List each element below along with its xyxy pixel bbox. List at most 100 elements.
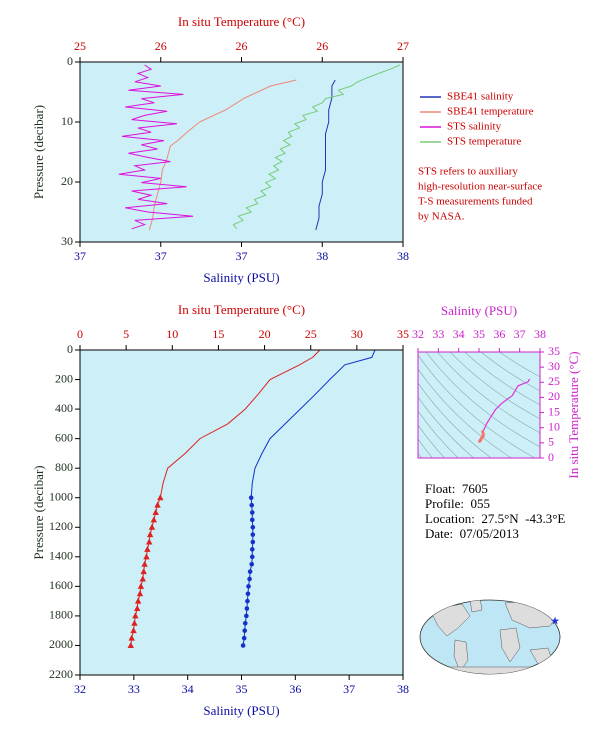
y-tick-label: 20 (61, 174, 73, 188)
circle-marker (250, 532, 256, 537)
y-tick-label: 1800 (49, 608, 73, 622)
x-tick-label: 37 (155, 249, 167, 263)
x2-tick-label: 25 (74, 39, 86, 53)
y-tick-label: 0 (67, 54, 73, 68)
x-tick-label: 38 (316, 249, 328, 263)
x-tick-label: 37 (236, 249, 248, 263)
triangle-marker (136, 590, 144, 597)
x-tick-label: 33 (128, 682, 140, 696)
inset-y-tick-label: 10 (548, 419, 560, 433)
inset-x-tick-label: 33 (432, 327, 444, 341)
density-contour (464, 352, 540, 406)
triangle-marker (146, 538, 153, 545)
triangle-marker (152, 509, 159, 515)
x-tick-label: 34 (182, 682, 194, 696)
density-contour (418, 368, 512, 458)
triangle-marker (139, 575, 146, 582)
legend-label: SBE41 salinity (447, 91, 514, 103)
x-axis-title: Salinity (PSU) (203, 703, 279, 718)
y-tick-label: 2200 (49, 667, 73, 681)
ts-line (482, 378, 530, 433)
circle-marker (244, 606, 250, 611)
inset-x-tick-label: 37 (514, 327, 526, 341)
triangle-marker (148, 523, 156, 530)
density-contour (437, 352, 540, 434)
profile-line (250, 349, 376, 498)
ts-line (478, 430, 485, 443)
inset-y-tick-label: 5 (548, 435, 554, 449)
x2-tick-label: 27 (397, 39, 409, 53)
triangle-marker (150, 516, 158, 523)
legend-label: SBE41 temperature (447, 106, 534, 118)
circle-marker (247, 576, 252, 582)
y-tick-label: 30 (61, 234, 73, 248)
x2-tick-label: 26 (155, 39, 167, 53)
y-tick-label: 400 (55, 401, 73, 415)
circle-marker (246, 584, 251, 589)
circle-marker (249, 517, 255, 523)
float-info: Profile: 055 (425, 496, 490, 511)
x2-tick-label: 10 (166, 327, 178, 341)
inset-y-tick-label: 0 (548, 450, 554, 464)
circle-marker (245, 591, 251, 597)
inset-frame (417, 351, 541, 459)
triangle-marker (140, 568, 147, 575)
x-tick-label: 38 (397, 682, 409, 696)
plot-area (80, 350, 403, 675)
profile-line (159, 349, 321, 498)
x-tick-label: 37 (74, 249, 86, 263)
plot-frame (79, 61, 404, 243)
x-tick-label: 32 (74, 682, 86, 696)
circle-marker (249, 547, 255, 552)
triangle-marker (144, 545, 151, 552)
circle-marker (244, 613, 249, 619)
world-map: ★ (419, 599, 561, 675)
inset-x-tick-label: 36 (493, 327, 505, 341)
y-tick-label: 200 (55, 371, 73, 385)
float-location-star: ★ (550, 616, 560, 628)
legend-label: STS temperature (447, 136, 521, 148)
density-contour (499, 352, 540, 378)
inset-y-tick-label: 30 (548, 359, 560, 373)
profile-line (232, 64, 400, 230)
circle-marker (250, 539, 256, 545)
circle-marker (249, 561, 255, 567)
circle-marker (249, 502, 255, 508)
note-line: high-resolution near-surface (418, 181, 542, 193)
inset-x-title: Salinity (PSU) (441, 303, 517, 318)
profile-line (315, 79, 336, 231)
triangle-marker (154, 501, 161, 508)
plot-frame (79, 349, 404, 676)
inset-y-tick-label: 20 (548, 389, 560, 403)
inset-y-title: In situ Temperature (°C) (566, 351, 581, 478)
circle-marker (249, 554, 255, 560)
density-contour (418, 396, 475, 458)
float-info: Float: 7605 (425, 481, 488, 496)
circle-marker (242, 620, 248, 626)
density-contours (418, 352, 540, 458)
density-contour (418, 424, 446, 458)
inset-y-tick-label: 35 (548, 344, 560, 358)
circle-marker (248, 495, 254, 501)
x2-tick-label: 26 (316, 39, 328, 53)
density-contour (449, 352, 540, 420)
y-tick-label: 800 (55, 460, 73, 474)
float-info: Location: 27.5°N -43.3°E (425, 511, 565, 526)
circle-marker (240, 643, 246, 648)
y-tick-label: 0 (67, 342, 73, 356)
x-tick-label: 35 (236, 682, 248, 696)
x2-tick-label: 35 (397, 327, 409, 341)
inset-x-tick-label: 34 (453, 327, 465, 341)
x2-axis-title: In situ Temperature (°C) (178, 14, 305, 29)
density-contour (418, 382, 492, 458)
y-tick-label: 1200 (49, 519, 73, 533)
triangle-marker (146, 531, 154, 538)
density-contour (480, 352, 540, 392)
triangle-marker (128, 634, 135, 641)
y-tick-label: 10 (61, 114, 73, 128)
x2-tick-label: 26 (236, 39, 248, 53)
density-contour (418, 438, 433, 458)
y-tick-label: 2000 (49, 637, 73, 651)
triangle-marker (137, 582, 145, 589)
